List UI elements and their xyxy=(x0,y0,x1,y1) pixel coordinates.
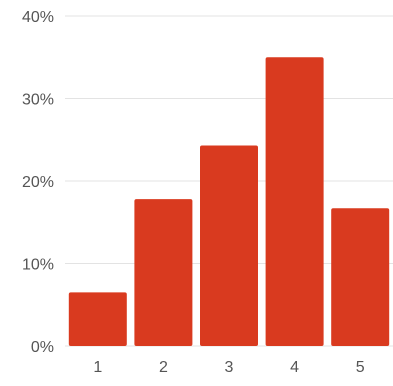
bars xyxy=(68,57,390,346)
y-tick-label: 40% xyxy=(22,9,54,26)
y-tick-label: 20% xyxy=(22,174,54,191)
y-tick-label: 0% xyxy=(31,339,54,356)
bar-4 xyxy=(265,57,324,346)
x-tick-label: 3 xyxy=(225,359,234,376)
y-tick-label: 30% xyxy=(22,92,54,109)
y-tick-label: 10% xyxy=(22,257,54,274)
y-axis-tick-labels: 0% 10% 20% 30% 40% xyxy=(22,9,54,356)
x-tick-label: 5 xyxy=(356,359,365,376)
bar-1 xyxy=(68,292,127,346)
x-tick-label: 4 xyxy=(290,359,299,376)
bar-2 xyxy=(134,199,193,346)
x-tick-label: 1 xyxy=(93,359,102,376)
bar-5 xyxy=(331,208,390,346)
x-axis-tick-labels: 1 2 3 4 5 xyxy=(93,359,364,376)
bar-3 xyxy=(200,145,258,346)
x-tick-label: 2 xyxy=(159,359,168,376)
